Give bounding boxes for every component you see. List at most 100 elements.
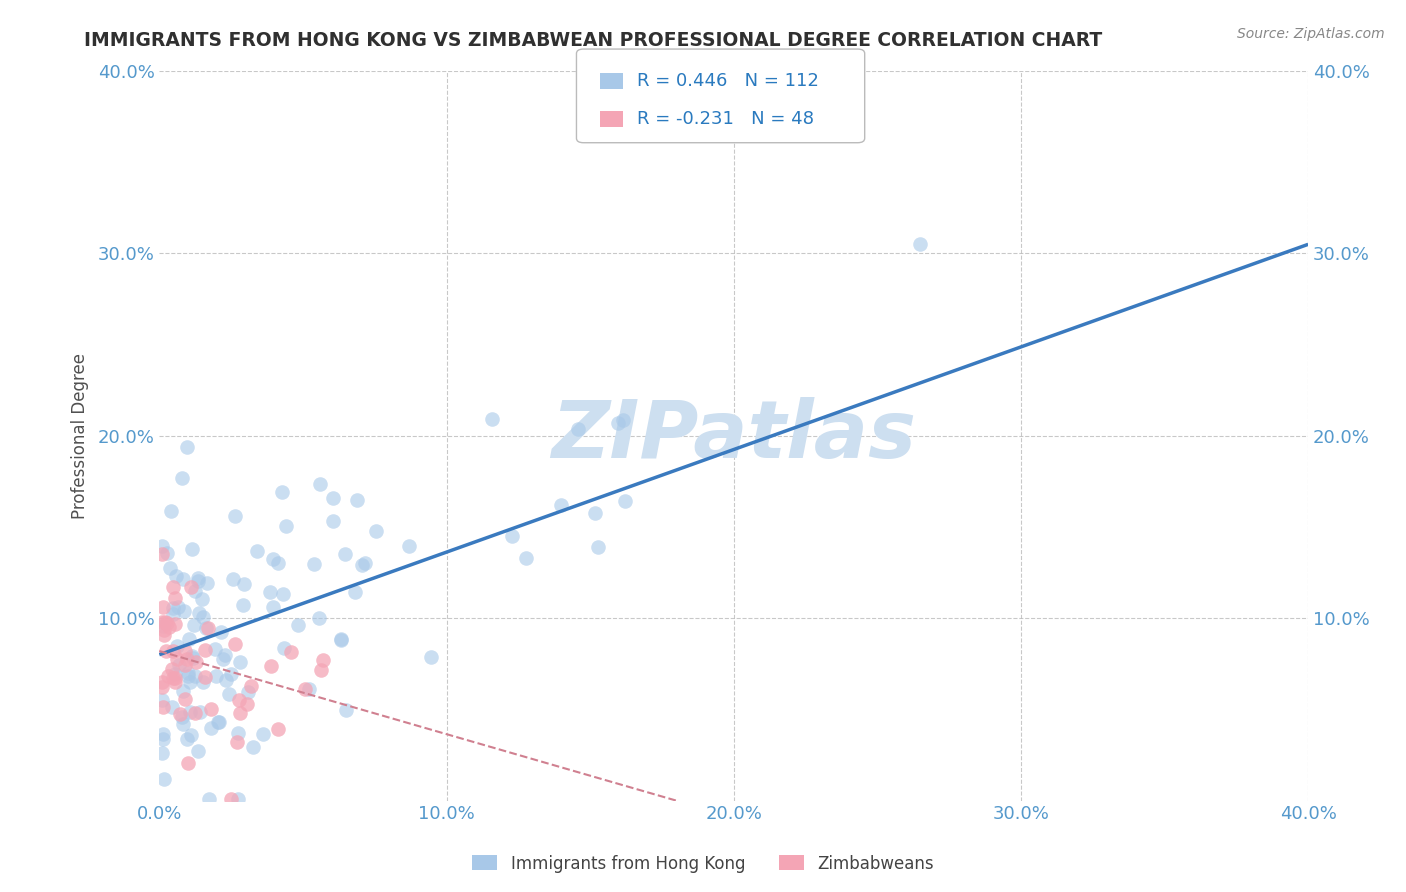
Point [152, 627, 174, 641]
Point [172, 572, 194, 586]
Point [236, 685, 259, 699]
Point [152, 732, 174, 747]
Point [152, 727, 174, 741]
Point [170, 709, 193, 723]
Point [163, 591, 186, 605]
Point [232, 577, 254, 591]
Text: R = -0.231   N = 48: R = -0.231 N = 48 [637, 110, 814, 128]
Point [204, 642, 226, 657]
Point [166, 652, 188, 666]
Text: Source: ZipAtlas.com: Source: ZipAtlas.com [1237, 27, 1385, 41]
Point [910, 237, 932, 252]
Point [194, 643, 217, 657]
Point [262, 551, 284, 566]
Text: R = 0.446   N = 112: R = 0.446 N = 112 [637, 72, 818, 90]
Point [186, 655, 208, 669]
Point [606, 417, 628, 431]
Point [209, 625, 232, 640]
Point [298, 682, 321, 697]
Point [162, 671, 184, 685]
Point [180, 728, 202, 742]
Point [153, 772, 176, 786]
Point [329, 632, 352, 646]
Point [352, 558, 374, 572]
Point [330, 632, 353, 647]
Point [287, 617, 309, 632]
Point [335, 702, 357, 716]
Y-axis label: Professional Degree: Professional Degree [72, 353, 89, 519]
Point [176, 666, 198, 681]
Point [176, 440, 198, 454]
Point [162, 580, 184, 594]
Point [162, 644, 184, 658]
Point [515, 551, 537, 566]
Point [224, 508, 246, 523]
Point [187, 574, 209, 589]
Legend: Immigrants from Hong Kong, Zimbabweans: Immigrants from Hong Kong, Zimbabweans [465, 848, 941, 880]
Point [398, 539, 420, 553]
Point [353, 556, 375, 570]
Point [181, 541, 204, 556]
Point [183, 617, 205, 632]
Point [228, 726, 250, 740]
Point [194, 671, 217, 685]
Point [420, 649, 443, 664]
Point [152, 618, 174, 632]
Point [177, 669, 200, 683]
Point [343, 584, 366, 599]
Point [195, 575, 218, 590]
Point [152, 699, 174, 714]
Point [172, 684, 194, 698]
Point [612, 413, 634, 427]
Point [150, 693, 173, 707]
Point [167, 600, 190, 615]
Point [197, 622, 219, 636]
Point [501, 529, 523, 543]
Point [208, 714, 231, 729]
Point [157, 620, 180, 634]
Point [160, 662, 183, 676]
Point [184, 706, 207, 721]
Point [191, 591, 214, 606]
Point [200, 702, 222, 716]
Point [215, 673, 238, 687]
Point [308, 611, 330, 625]
Point [200, 721, 222, 735]
Point [179, 675, 201, 690]
Point [167, 657, 190, 672]
Point [586, 540, 609, 554]
Point [346, 493, 368, 508]
Point [176, 651, 198, 665]
Point [174, 691, 197, 706]
Point [207, 715, 229, 730]
Point [188, 606, 211, 620]
Point [187, 571, 209, 585]
Point [184, 584, 207, 599]
Point [205, 668, 228, 682]
Point [150, 674, 173, 689]
Point [267, 722, 290, 736]
Point [260, 658, 283, 673]
Point [174, 657, 197, 672]
Point [240, 679, 263, 693]
Point [165, 569, 187, 583]
Point [179, 632, 201, 647]
Point [163, 671, 186, 685]
Point [155, 615, 177, 629]
Point [165, 667, 187, 681]
Point [280, 645, 302, 659]
Point [218, 687, 240, 701]
Point [309, 477, 332, 491]
Point [221, 792, 243, 806]
Point [150, 540, 173, 554]
Text: ZIPatlas: ZIPatlas [551, 397, 917, 475]
Point [312, 653, 335, 667]
Point [226, 792, 249, 806]
Point [225, 734, 247, 748]
Point [613, 494, 636, 508]
Point [193, 610, 215, 624]
Point [567, 421, 589, 435]
Point [212, 652, 235, 666]
Point [276, 519, 298, 533]
Point [155, 644, 177, 658]
